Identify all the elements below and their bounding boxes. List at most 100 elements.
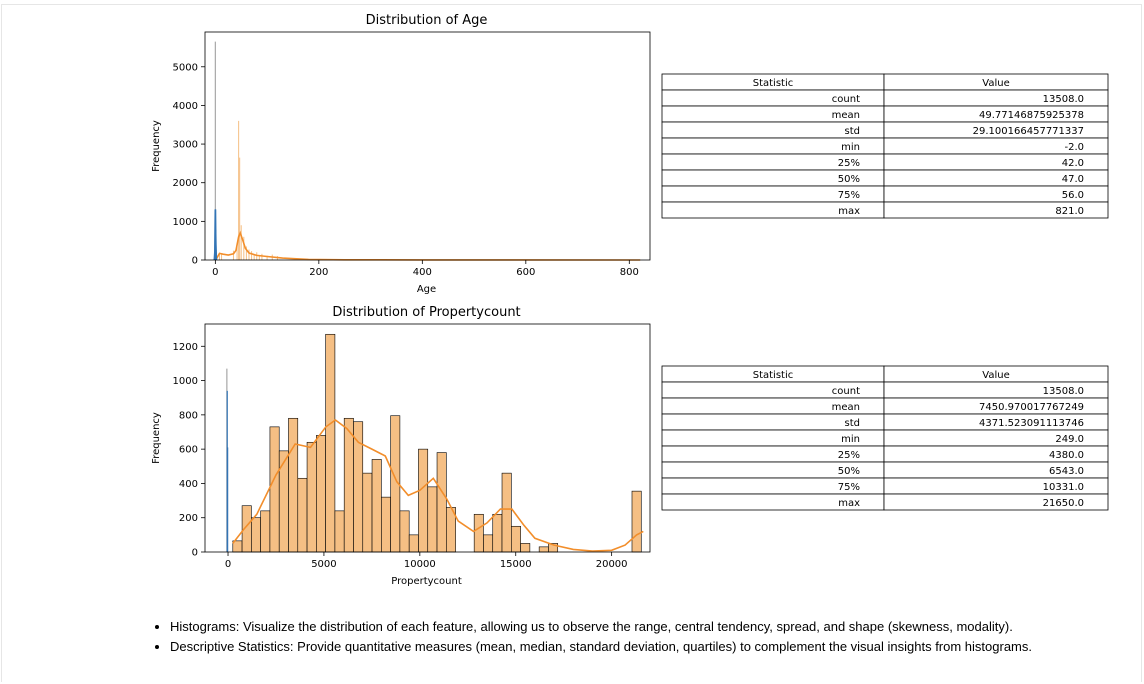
histogram-bar	[631, 490, 642, 553]
table-stat-name: 75%	[838, 190, 860, 201]
y-tick-label: 200	[179, 513, 198, 524]
y-axis-label: Frequency	[151, 412, 162, 464]
y-tick-label: 400	[179, 479, 198, 490]
histogram-bar	[325, 333, 336, 553]
histogram-bar	[473, 513, 484, 553]
age-histogram-chart: Distribution of Age 0 200 400 600 800 0 1000 20…	[151, 13, 651, 295]
y-tick-label: 1200	[173, 342, 198, 353]
y-tick-label: 800	[179, 410, 198, 421]
histogram-bar	[269, 426, 280, 553]
histogram-bar	[511, 525, 521, 553]
histogram-bar	[501, 472, 512, 553]
histogram-bar	[418, 448, 429, 553]
y-tick-label: 3000	[173, 140, 198, 151]
x-tick-label: 0	[225, 559, 231, 570]
y-tick-label: 1000	[173, 217, 198, 228]
y-tick-label: 5000	[173, 62, 198, 73]
table-stat-value: 42.0	[1062, 158, 1084, 169]
histogram-bar	[399, 510, 410, 553]
table-stat-name: max	[838, 206, 860, 217]
table-stat-name: 25%	[838, 158, 860, 169]
y-tick-label: 2000	[173, 178, 198, 189]
table-cell	[883, 201, 1109, 219]
histogram-bar	[492, 513, 503, 553]
table-stat-value: 4371.523091113746	[979, 418, 1084, 429]
table-stat-name: min	[841, 434, 860, 445]
table-stat-value: 21650.0	[1043, 498, 1084, 509]
table-stat-value: 821.0	[1055, 206, 1084, 217]
kde-curve-orange	[215, 230, 641, 261]
histogram-bar	[334, 510, 345, 553]
propertycount-histogram-chart: Distribution of Propertycount 0 5000 10000…	[151, 305, 651, 587]
y-axis-label: Frequency	[151, 120, 162, 172]
table-stat-value: 249.0	[1055, 434, 1084, 445]
histogram-bar	[538, 546, 549, 553]
table-stat-name: 50%	[838, 174, 860, 185]
plot-frame	[204, 31, 651, 261]
x-tick-label: 15000	[500, 559, 532, 570]
histogram-bar	[251, 517, 261, 553]
x-tick-label: 600	[516, 267, 535, 278]
propertycount-stats-table: Statistic Value count 13508.0 mean 7450.97001…	[661, 365, 1109, 511]
histogram-bar	[288, 417, 299, 553]
table-stat-name: 75%	[838, 482, 860, 493]
table-header-statistic: Statistic	[753, 78, 794, 89]
x-tick-label: 200	[309, 267, 328, 278]
y-tick-label: 0	[192, 256, 198, 267]
x-axis-label: Propertycount	[391, 576, 462, 587]
table-stat-name: max	[838, 498, 860, 509]
table-stat-value: 56.0	[1062, 190, 1084, 201]
table-cell	[883, 493, 1109, 511]
table-header-statistic: Statistic	[753, 370, 794, 381]
note-item: Histograms: Visualize the distribution o…	[170, 617, 1144, 637]
histogram-bar	[371, 459, 382, 553]
histogram-bar	[483, 534, 494, 553]
histogram-bar	[306, 441, 317, 553]
table-stat-value: -2.0	[1064, 142, 1084, 153]
table-stat-name: 25%	[838, 450, 860, 461]
histogram-bar	[381, 496, 391, 553]
table-stat-value: 47.0	[1062, 174, 1084, 185]
table-stat-value: 4380.0	[1049, 450, 1084, 461]
notes-list: Histograms: Visualize the distribution o…	[150, 617, 1144, 657]
table-stat-value: 6543.0	[1049, 466, 1084, 477]
histogram-bar	[520, 543, 531, 553]
table-header-value: Value	[982, 370, 1009, 381]
plot-frame	[204, 323, 651, 553]
table-stat-name: count	[832, 94, 860, 105]
table-stat-value: 49.77146875925378	[979, 110, 1084, 121]
note-item: Descriptive Statistics: Provide quantita…	[170, 637, 1144, 657]
x-tick-label: 400	[413, 267, 432, 278]
x-axis-label: Age	[417, 284, 436, 295]
table-stat-name: 50%	[838, 466, 860, 477]
table-stat-value: 10331.0	[1043, 482, 1084, 493]
kde-curve-blue	[213, 209, 218, 261]
table-stat-name: min	[841, 142, 860, 153]
chart-title: Distribution of Propertycount	[332, 305, 520, 320]
x-tick-label: 0	[212, 267, 218, 278]
chart-title: Distribution of Age	[366, 13, 488, 28]
y-tick-label: 0	[192, 548, 198, 559]
histogram-bar	[362, 472, 373, 553]
x-tick-label: 20000	[596, 559, 628, 570]
table-stat-name: mean	[832, 110, 860, 121]
histogram-bar	[427, 486, 438, 553]
histogram-bar	[316, 435, 326, 553]
table-stat-value: 13508.0	[1043, 94, 1084, 105]
table-stat-value: 7450.970017767249	[979, 402, 1084, 413]
histogram-bar	[260, 510, 271, 553]
table-stat-name: std	[845, 418, 860, 429]
histogram-bar	[436, 452, 447, 553]
table-stat-value: 29.100166457771337	[973, 126, 1084, 137]
x-tick-label: 5000	[311, 559, 336, 570]
table-stat-name: mean	[832, 402, 860, 413]
histogram-bar	[297, 477, 308, 553]
table-header-value: Value	[982, 78, 1009, 89]
y-tick-label: 600	[179, 445, 198, 456]
table-stat-value: 13508.0	[1043, 386, 1084, 397]
y-tick-label: 4000	[173, 101, 198, 112]
x-tick-label: 10000	[404, 559, 436, 570]
table-stat-name: count	[832, 386, 860, 397]
histogram-bar	[343, 417, 354, 553]
table-stat-name: std	[845, 126, 860, 137]
